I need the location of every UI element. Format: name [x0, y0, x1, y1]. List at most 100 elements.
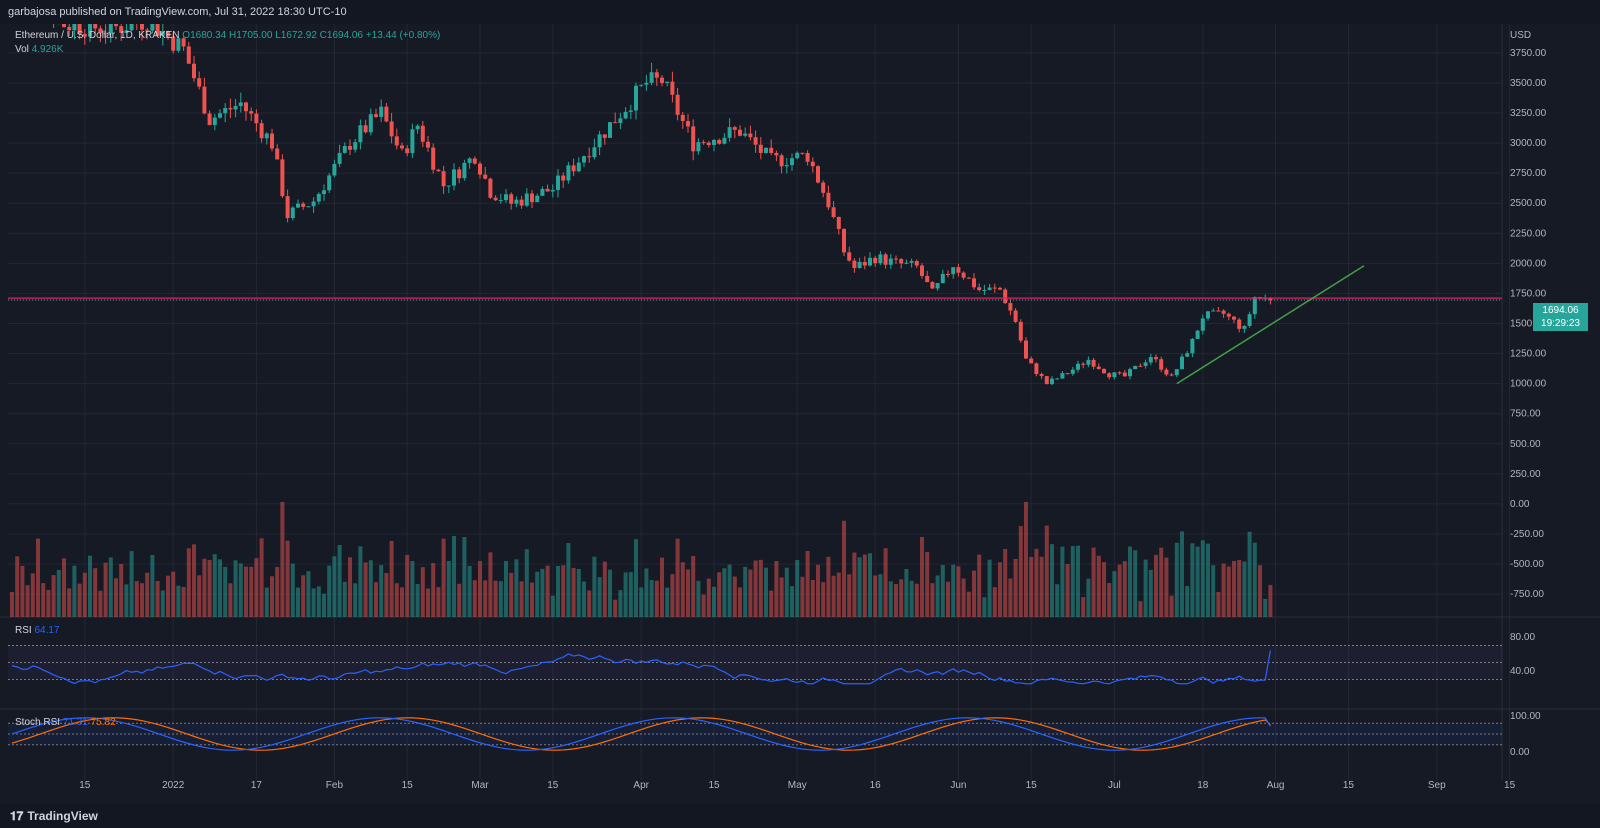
volume-bar — [764, 567, 768, 617]
candle-body — [1018, 321, 1023, 341]
x-tick-label: 17 — [251, 780, 263, 791]
volume-bar — [114, 578, 118, 617]
volume-bar — [1122, 561, 1127, 617]
volume-bar — [779, 577, 784, 617]
volume-bar — [15, 556, 20, 617]
volume-bar — [842, 520, 846, 617]
rsi-pane: 80.00 40.00 — [8, 632, 1535, 685]
chart-area[interactable]: 80.00 40.00 100.00 0.00 3750.00 3500.00 3250… — [0, 24, 1600, 804]
volume-bar — [1159, 547, 1164, 617]
volume-bar — [1050, 544, 1054, 617]
volume-bar — [207, 559, 212, 617]
symbol-legend: Ethereum / U.S. Dollar, 1D, KRAKEN O1680… — [15, 30, 440, 41]
volume-bar — [426, 588, 430, 617]
candle-body — [597, 134, 602, 148]
candle-body — [446, 185, 451, 187]
volume-bar — [337, 544, 342, 617]
bar-countdown: 19:29:23 — [1541, 318, 1580, 329]
volume-bar — [296, 587, 300, 617]
volume-bar — [1086, 578, 1091, 617]
y-tick-label: 500.00 — [1510, 439, 1541, 450]
candle-body — [712, 140, 716, 145]
volume-bar — [602, 561, 607, 617]
chart-svg[interactable]: 80.00 40.00 100.00 0.00 3750.00 3500.00 3250… — [0, 24, 1600, 804]
candle-body — [613, 122, 618, 124]
volume-bar — [1180, 531, 1184, 617]
volume-bar — [535, 571, 540, 617]
volume-bar — [1034, 548, 1039, 617]
candle-body — [571, 165, 576, 172]
volume-bar — [675, 538, 680, 617]
candle-body — [566, 165, 571, 181]
volume-bar — [290, 563, 295, 617]
candle-body — [420, 125, 425, 142]
candle-body — [769, 147, 774, 153]
candle-body — [1107, 373, 1112, 378]
volume-bar — [140, 583, 144, 617]
volume-bar — [1226, 566, 1231, 617]
volume-bar — [904, 568, 909, 617]
volume-bar — [124, 584, 129, 617]
candle-body — [212, 117, 217, 126]
volume-bar — [129, 551, 134, 617]
volume-bar — [10, 591, 14, 617]
candle-body — [1169, 374, 1174, 376]
volume-bar — [30, 573, 35, 617]
tradingview-logo[interactable]: 𝟏𝟕 TradingView — [10, 809, 98, 824]
volume-bar — [41, 583, 46, 617]
candle-body — [218, 113, 222, 118]
volume-bar — [680, 562, 685, 617]
volume-bar — [270, 576, 274, 617]
candle-body — [1226, 313, 1231, 317]
volume-bar — [774, 561, 779, 617]
volume-bar — [519, 581, 524, 617]
volume-bar — [1237, 559, 1242, 617]
candle-body — [483, 174, 488, 179]
volume-bar — [342, 581, 347, 617]
volume-bar — [888, 581, 893, 617]
candle-body — [618, 118, 623, 123]
volume-bar — [951, 564, 956, 617]
candle-body — [696, 142, 701, 152]
y-tick-label: 3250.00 — [1510, 108, 1547, 119]
candle-body — [810, 161, 815, 167]
volume-bar — [935, 575, 940, 617]
candle-body — [722, 137, 727, 144]
candle-body — [561, 175, 566, 181]
candle-body — [1221, 310, 1226, 314]
candle-body — [244, 102, 248, 112]
volume-bar — [384, 572, 389, 617]
rsi-line — [11, 650, 1271, 685]
volume-bar — [103, 562, 108, 617]
volume-bar — [374, 582, 378, 617]
volume-bar — [816, 564, 820, 617]
candle-body — [166, 31, 170, 37]
volume-bar — [566, 543, 571, 617]
candle-body — [878, 254, 883, 264]
ohlc-high: H1705.00 — [229, 30, 273, 41]
volume-bar — [410, 561, 415, 617]
last-price: 1694.06 — [1542, 305, 1579, 316]
candle-body — [259, 123, 264, 139]
volume-bar — [691, 556, 696, 617]
candle-body — [93, 24, 98, 29]
y-tick-label: 0.00 — [1510, 499, 1530, 510]
volume-bar — [457, 583, 462, 617]
volume-bar — [743, 566, 748, 617]
volume-bar — [254, 558, 259, 617]
candle-body — [478, 163, 482, 175]
volume-legend: Vol 4.926K — [15, 44, 63, 55]
volume-bar — [145, 572, 150, 617]
candle-body — [758, 144, 763, 153]
volume-bar — [472, 580, 477, 617]
axes: 3750.00 3500.00 3250.00 3000.00 2750.00 2500.… — [79, 30, 1546, 791]
volume-bar — [805, 550, 810, 617]
candle-body — [1154, 357, 1158, 360]
candle-body — [1081, 363, 1086, 365]
candle-body — [847, 252, 852, 261]
ohlc-change: +13.44 (+0.80%) — [365, 30, 441, 41]
volume-bar — [894, 583, 898, 617]
candle-body — [691, 126, 696, 152]
x-tick-label: 2022 — [162, 780, 185, 791]
volume-bar — [873, 575, 878, 617]
